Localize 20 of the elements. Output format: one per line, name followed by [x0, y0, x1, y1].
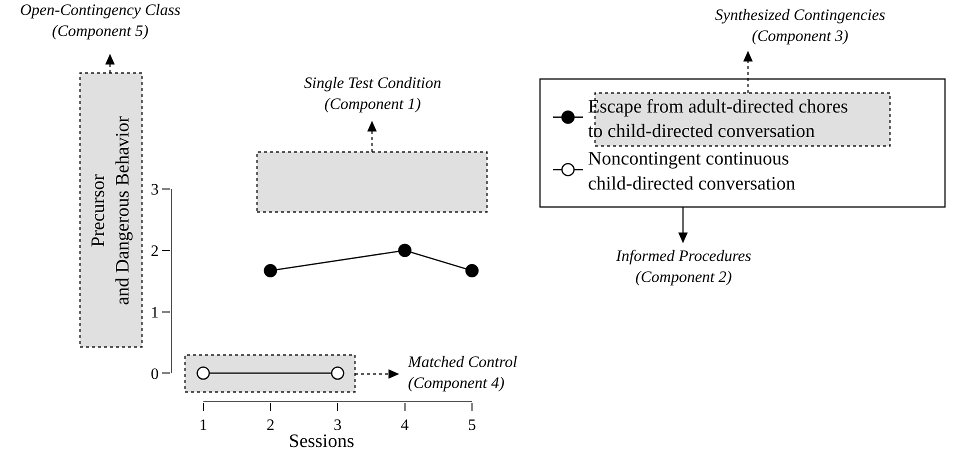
x-tick-label: 5	[468, 417, 476, 434]
point	[398, 244, 412, 258]
text: Synthesized Contingencies (Component 3)	[715, 7, 886, 45]
x-tick-label: 1	[199, 417, 208, 434]
text: Single Test Condition (Component 1)	[304, 75, 442, 113]
y-tick-label: 2	[150, 242, 159, 260]
x-tick-label: 4	[400, 417, 409, 434]
point	[330, 366, 344, 380]
x-tick-label: 2	[266, 417, 274, 434]
y-tick-label: 1	[150, 304, 159, 322]
text: Informed Procedures (Component 2)	[615, 248, 752, 286]
point	[465, 264, 479, 278]
point	[196, 366, 210, 380]
point	[264, 264, 278, 278]
annotation: Matched Control (Component 4)	[407, 354, 518, 392]
y-axis-title: Precursor and Dangerous Behavior	[88, 115, 134, 305]
text: Open-Contingency Class (Component 5)	[20, 2, 180, 40]
y-tick-label: 3	[150, 182, 159, 199]
y-tick-label: 0	[150, 366, 159, 383]
legend-label: Noncontingent continuous child-directed conversation	[588, 148, 796, 194]
